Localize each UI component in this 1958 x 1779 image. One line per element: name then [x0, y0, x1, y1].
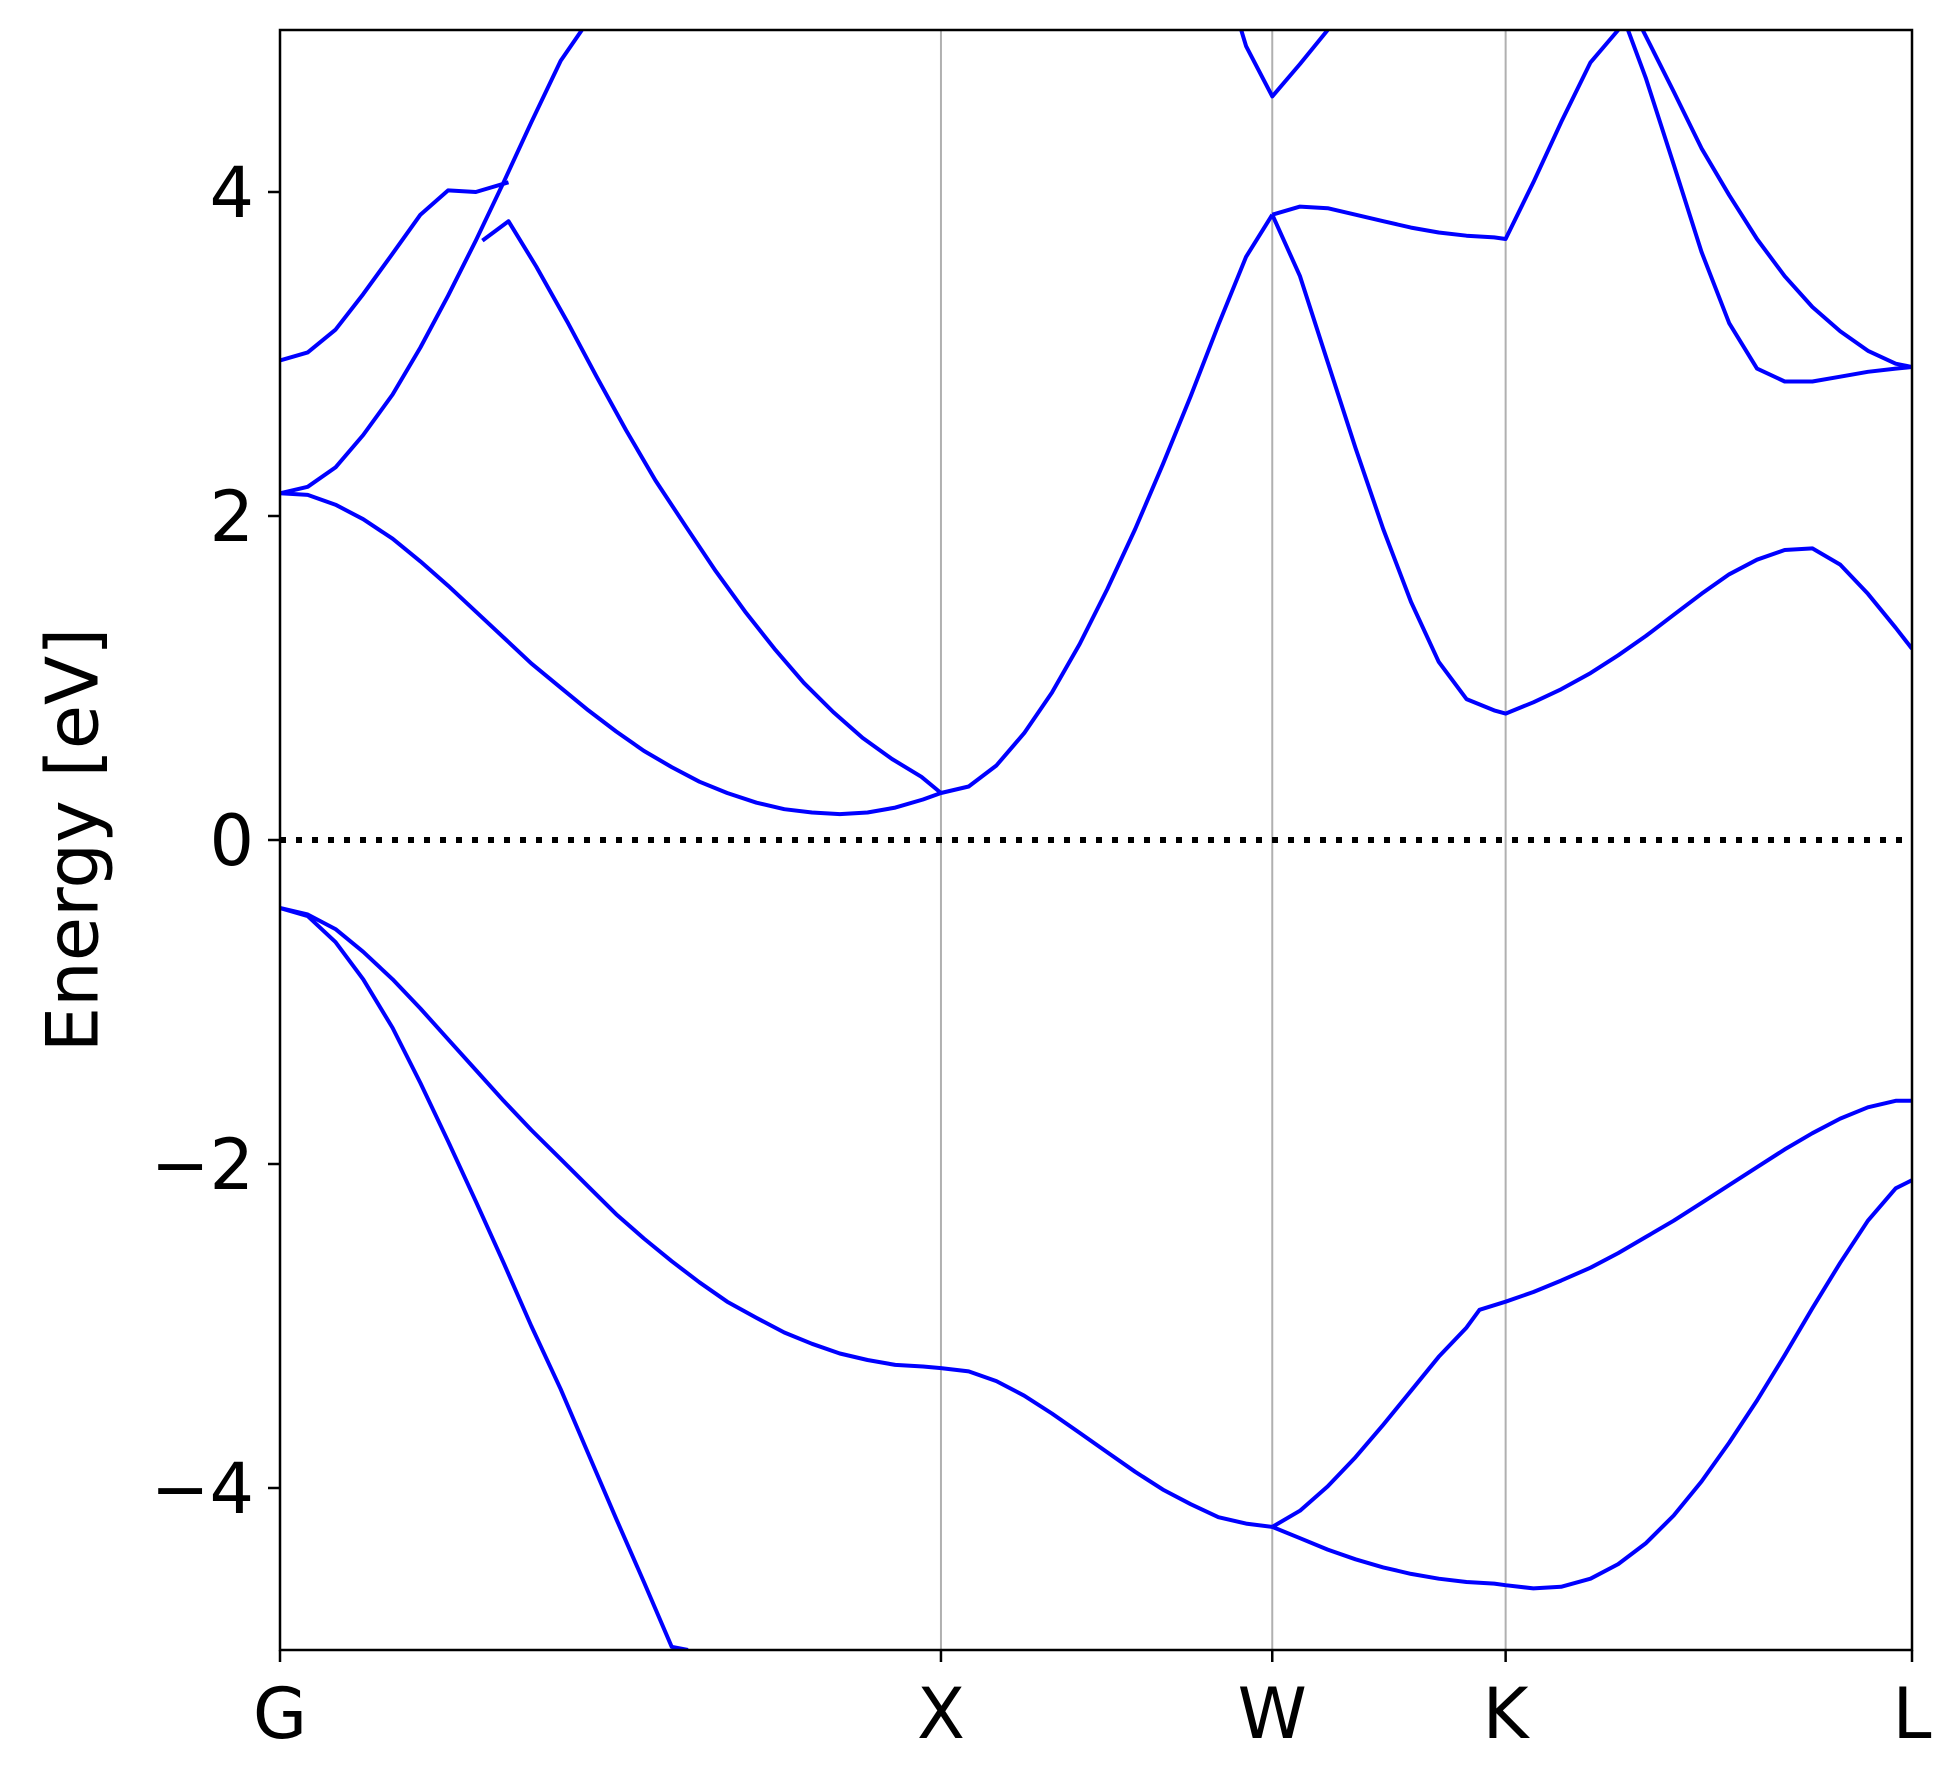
band-line-6	[280, 30, 584, 496]
band-line-7	[280, 180, 510, 363]
band-line-12	[1626, 30, 1912, 384]
band-line-13	[1640, 30, 1912, 369]
y-tick-label: 4	[209, 152, 254, 234]
y-tick-label: 0	[209, 800, 254, 882]
band-line-11	[1239, 30, 1330, 99]
y-axis: −4 −2 0 2 4	[151, 152, 280, 1530]
kpoint-label-l: L	[1893, 1673, 1932, 1755]
y-tick-label: −2	[151, 1124, 254, 1206]
band-line-5	[280, 491, 942, 817]
band-line-8	[481, 213, 1274, 795]
y-axis-label: Energy [eV]	[31, 628, 115, 1053]
bands-layer	[280, 30, 1912, 1650]
band-line-1	[280, 906, 689, 1650]
kpoint-label-x: X	[917, 1673, 965, 1755]
kpoint-label-g: G	[253, 1673, 307, 1755]
band-line-2	[280, 906, 1273, 1529]
band-line-3	[1271, 1178, 1912, 1591]
y-tick-label: 2	[209, 476, 254, 558]
band-line-4	[1271, 1098, 1912, 1529]
y-tick-label: −4	[151, 1448, 254, 1530]
band-line-9	[1270, 213, 1912, 716]
band-line-10	[1271, 30, 1620, 241]
kpoint-label-w: W	[1238, 1673, 1307, 1755]
kpoint-label-k: K	[1483, 1673, 1531, 1755]
